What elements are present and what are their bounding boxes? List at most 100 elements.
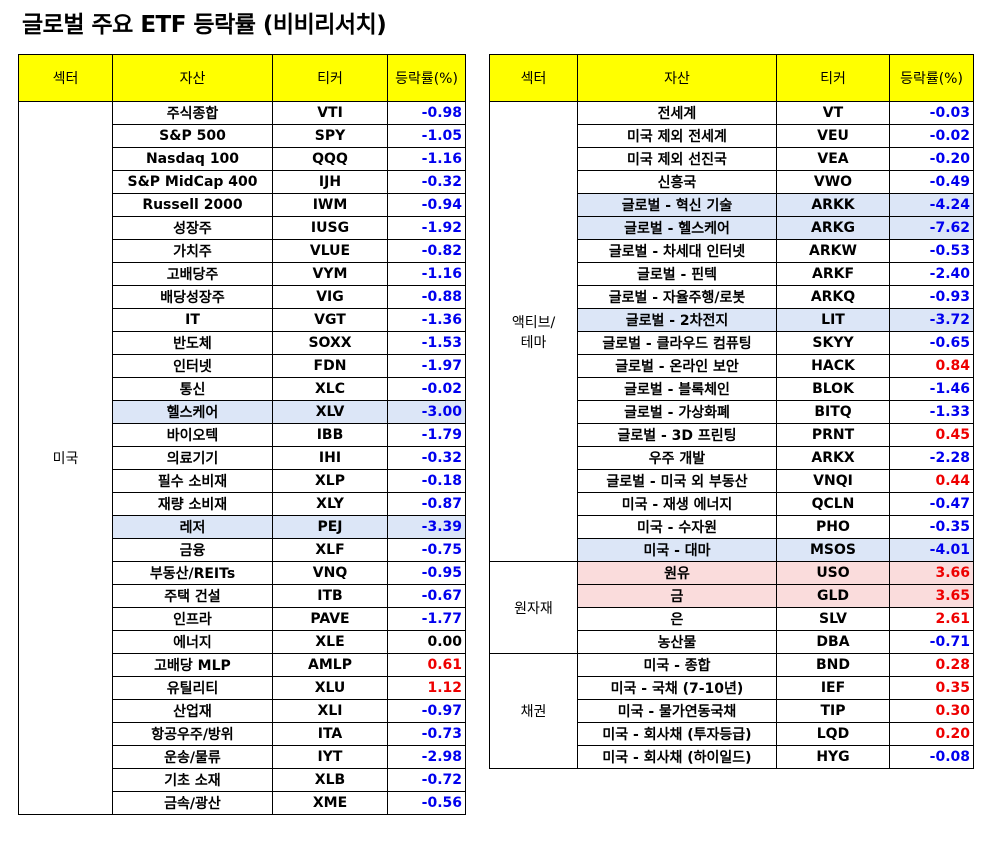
- asset-cell: 글로벌 - 미국 외 부동산: [577, 469, 777, 493]
- asset-cell: 산업재: [112, 699, 273, 723]
- table-row: 금속/광산 XME -0.56: [19, 791, 466, 815]
- change-cell: -0.88: [387, 285, 466, 309]
- change-cell: -0.95: [387, 561, 466, 585]
- ticker-cell: VTI: [272, 101, 388, 125]
- asset-cell: 항공우주/방위: [112, 722, 273, 746]
- table-row: 기초 소재 XLB -0.72: [19, 768, 466, 792]
- asset-cell: 글로벌 - 2차전지: [577, 308, 777, 332]
- ticker-cell: PRNT: [776, 423, 890, 447]
- change-cell: -3.00: [387, 400, 466, 424]
- ticker-cell: XLC: [272, 377, 388, 401]
- asset-cell: 신흥국: [577, 170, 777, 194]
- change-cell: -0.87: [387, 492, 466, 516]
- asset-cell: 에너지: [112, 630, 273, 654]
- table-row: 반도체 SOXX -1.53: [19, 331, 466, 355]
- ticker-cell: ARKK: [776, 193, 890, 217]
- table-row: 주택 건설 ITB -0.67: [19, 584, 466, 608]
- ticker-cell: XLB: [272, 768, 388, 792]
- table-row: 헬스케어 XLV -3.00: [19, 400, 466, 424]
- asset-cell: 레저: [112, 515, 273, 539]
- change-cell: -2.28: [889, 446, 974, 470]
- header-change: 등락률(%): [387, 54, 466, 102]
- ticker-cell: ITB: [272, 584, 388, 608]
- change-cell: -7.62: [889, 216, 974, 240]
- ticker-cell: GLD: [776, 584, 890, 608]
- table-row: 액티브/ 테마 전세계 VT -0.03: [489, 101, 974, 562]
- ticker-cell: VYM: [272, 262, 388, 286]
- ticker-cell: VGT: [272, 308, 388, 332]
- ticker-cell: SLV: [776, 607, 890, 631]
- ticker-cell: IHI: [272, 446, 388, 470]
- change-cell: 3.66: [889, 561, 974, 585]
- table-row: 신흥국 VWO -0.49: [490, 170, 974, 194]
- change-cell: -1.05: [387, 124, 466, 148]
- change-cell: -0.94: [387, 193, 466, 217]
- table-row: 글로벌 - 자율주행/로봇 ARKQ -0.93: [490, 285, 974, 309]
- asset-cell: S&P MidCap 400: [112, 170, 273, 194]
- asset-cell: 통신: [112, 377, 273, 401]
- asset-cell: 금융: [112, 538, 273, 562]
- asset-cell: 글로벌 - 클라우드 컴퓨팅: [577, 331, 777, 355]
- ticker-cell: VEU: [776, 124, 890, 148]
- change-cell: -0.65: [889, 331, 974, 355]
- sector-cell: 원자재: [489, 561, 578, 654]
- change-cell: 2.61: [889, 607, 974, 631]
- ticker-cell: IUSG: [272, 216, 388, 240]
- change-cell: -0.93: [889, 285, 974, 309]
- asset-cell: 주식종합: [112, 101, 273, 125]
- asset-cell: 글로벌 - 블록체인: [577, 377, 777, 401]
- table-row: 레저 PEJ -3.39: [19, 515, 466, 539]
- change-cell: -1.92: [387, 216, 466, 240]
- table-row: 글로벌 - 혁신 기술 ARKK -4.24: [490, 193, 974, 217]
- asset-cell: 미국 - 대마: [577, 538, 777, 562]
- asset-cell: 성장주: [112, 216, 273, 240]
- change-cell: -2.40: [889, 262, 974, 286]
- sector-cell: 채권: [489, 653, 578, 769]
- change-cell: -0.02: [387, 377, 466, 401]
- ticker-cell: ARKW: [776, 239, 890, 263]
- change-cell: 0.20: [889, 722, 974, 746]
- ticker-cell: IWM: [272, 193, 388, 217]
- asset-cell: 농산물: [577, 630, 777, 654]
- asset-cell: 글로벌 - 가상화폐: [577, 400, 777, 424]
- table-row: 은 SLV 2.61: [490, 607, 974, 631]
- table-row: 미국 - 국채 (7-10년) IEF 0.35: [490, 676, 974, 700]
- change-cell: 0.30: [889, 699, 974, 723]
- table-header-row: 섹터 자산 티커 등락률(%): [18, 54, 466, 102]
- table-row: 인터넷 FDN -1.97: [19, 354, 466, 378]
- asset-cell: 글로벌 - 혁신 기술: [577, 193, 777, 217]
- asset-cell: 글로벌 - 온라인 보안: [577, 354, 777, 378]
- asset-cell: 헬스케어: [112, 400, 273, 424]
- asset-cell: 주택 건설: [112, 584, 273, 608]
- asset-cell: 미국 제외 선진국: [577, 147, 777, 171]
- asset-cell: 미국 - 종합: [577, 653, 777, 677]
- change-cell: -0.49: [889, 170, 974, 194]
- ticker-cell: PEJ: [272, 515, 388, 539]
- table-row: Nasdaq 100 QQQ -1.16: [19, 147, 466, 171]
- asset-cell: 인프라: [112, 607, 273, 631]
- asset-cell: 미국 - 국채 (7-10년): [577, 676, 777, 700]
- change-cell: -3.72: [889, 308, 974, 332]
- ticker-cell: HYG: [776, 745, 890, 769]
- table-row: 미국 주식종합 VTI -0.98: [18, 101, 466, 815]
- asset-cell: 우주 개발: [577, 446, 777, 470]
- table-row: 에너지 XLE 0.00: [19, 630, 466, 654]
- ticker-cell: ARKX: [776, 446, 890, 470]
- asset-cell: 글로벌 - 3D 프린팅: [577, 423, 777, 447]
- change-cell: -1.36: [387, 308, 466, 332]
- ticker-cell: BITQ: [776, 400, 890, 424]
- ticker-cell: XLP: [272, 469, 388, 493]
- table-row: 가치주 VLUE -0.82: [19, 239, 466, 263]
- asset-cell: 가치주: [112, 239, 273, 263]
- asset-cell: 원유: [577, 561, 777, 585]
- asset-cell: 금: [577, 584, 777, 608]
- table-row: 글로벌 - 헬스케어 ARKG -7.62: [490, 216, 974, 240]
- ticker-cell: VT: [776, 101, 890, 125]
- table-row: 글로벌 - 2차전지 LIT -3.72: [490, 308, 974, 332]
- table-row: 인프라 PAVE -1.77: [19, 607, 466, 631]
- ticker-cell: HACK: [776, 354, 890, 378]
- table-row: 금 GLD 3.65: [490, 584, 974, 608]
- ticker-cell: IJH: [272, 170, 388, 194]
- ticker-cell: IEF: [776, 676, 890, 700]
- change-cell: -0.72: [387, 768, 466, 792]
